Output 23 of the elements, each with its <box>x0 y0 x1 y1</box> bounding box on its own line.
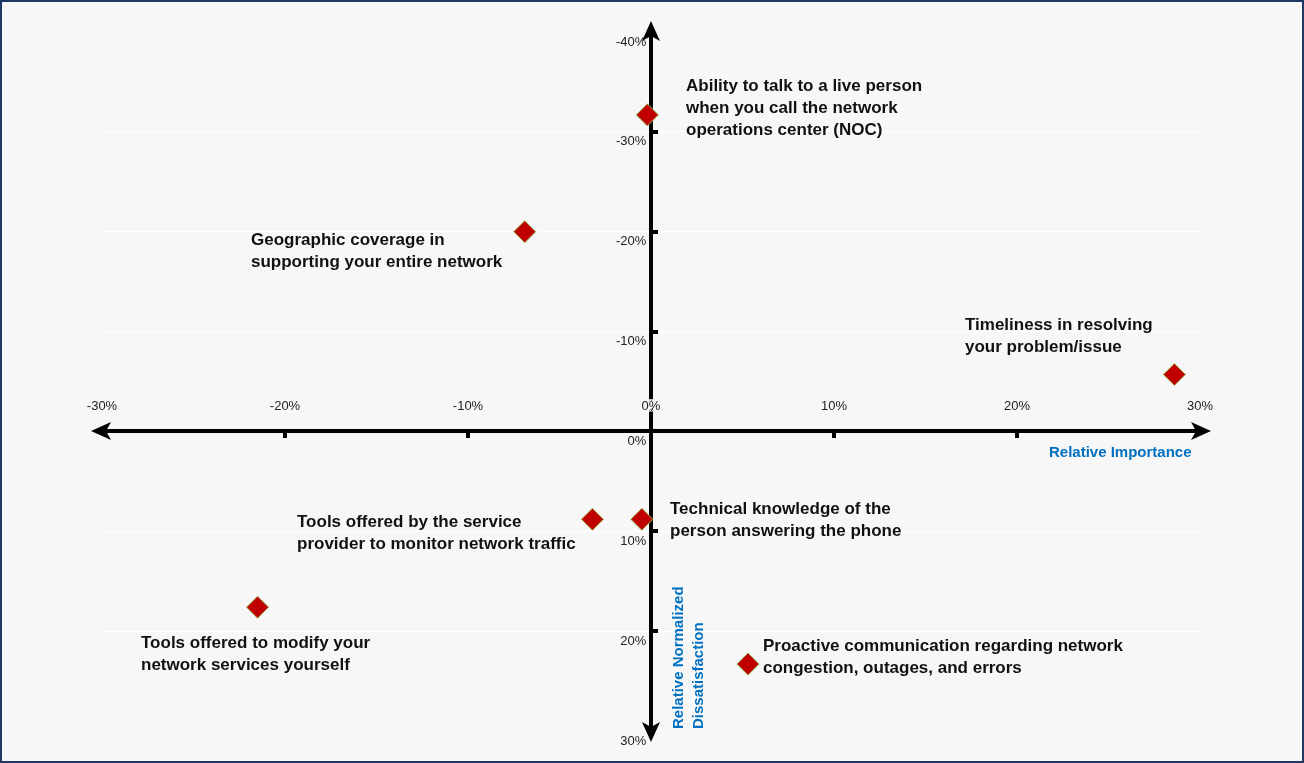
x-axis-title: Relative Importance <box>1049 443 1192 460</box>
x-tick-label: 30% <box>1186 398 1214 414</box>
annotation: Timeliness in resolving your problem/issue <box>965 315 1153 357</box>
x-tick-label: -30% <box>86 398 118 414</box>
y-tick-label: -40% <box>616 33 647 49</box>
annotation: Ability to talk to a live person when you call the network operations center (NOC) <box>685 76 923 140</box>
x-tick-label: -10% <box>452 398 484 414</box>
annotation: Tools offered by the service provider to monitor network traffic <box>297 512 576 554</box>
x-tick-label: 10% <box>820 398 848 414</box>
y-tick-label: -20% <box>616 233 647 249</box>
x-tick-label: 20% <box>1003 398 1031 414</box>
y-tick-label: 20% <box>620 632 647 648</box>
y-tick-label: -10% <box>616 333 647 349</box>
annotation: Geographic coverage in supporting your entire network <box>251 230 503 272</box>
y-tick-label: 10% <box>620 532 647 548</box>
y-tick-label: 0% <box>627 432 647 448</box>
y-tick-label: 30% <box>620 732 647 748</box>
y-axis-title: Relative Normalized Dissatisfaction <box>669 586 706 729</box>
annotation: Proactive communication regarding network congestion, outages, and errors <box>763 636 1124 678</box>
x-tick-label: -20% <box>269 398 301 414</box>
annotation: Tools offered to modify your network services yourself <box>141 633 371 675</box>
y-tick-label: -30% <box>616 133 647 149</box>
annotation: Technical knowledge of the person answering the phone <box>670 499 902 541</box>
